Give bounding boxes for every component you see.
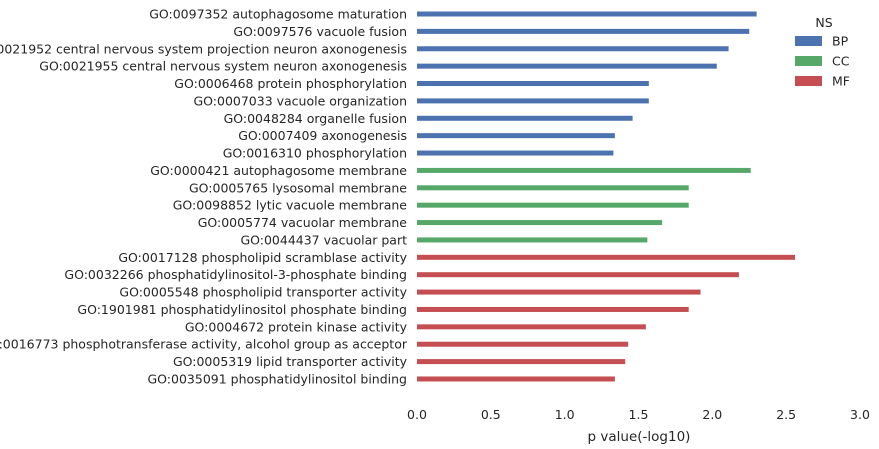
x-tick-label: 3.0 [850,407,870,422]
bar-cc [417,220,663,226]
y-tick-label: GO:0005548 phospholipid transporter acti… [119,285,407,300]
legend-swatch-bp [795,36,822,46]
bars-group [417,11,796,382]
y-tick-label: GO:0021952 central nervous system projec… [0,41,407,56]
y-tick-label: GO:0007033 vacuole organization [193,93,407,108]
y-tick-label: GO:0048284 organelle fusion [224,111,407,126]
bar-mf [417,306,689,312]
bar-bp [417,28,750,34]
bar-cc [417,185,689,191]
y-tick-label: GO:0021955 central nervous system neuron… [39,59,407,74]
legend-label-bp: BP [832,34,849,49]
bar-bp [417,63,717,69]
legend-title: NS [815,15,832,30]
bar-mf [417,341,629,347]
bar-bp [417,98,649,104]
legend-swatch-mf [795,76,822,86]
legend-label-cc: CC [832,54,850,69]
bar-bp [417,150,614,156]
y-tick-label: GO:0005765 lysosomal membrane [189,180,407,195]
bar-cc [417,167,751,173]
bar-cc [417,202,689,208]
bar-bp [417,115,633,121]
x-tick-label: 2.5 [776,407,796,422]
bar-mf [417,289,701,295]
y-tick-label: GO:0005774 vacuolar membrane [198,215,408,230]
x-ticks-group: 0.0 0.5 1.0 1.5 2.0 2.5 3.0 [407,407,870,422]
y-tick-label: GO:0098852 lytic vacuole membrane [173,198,408,213]
y-tick-label: GO:0016310 phosphorylation [223,146,407,161]
y-labels-group: GO:0097352 autophagosome maturation GO:00… [0,7,408,387]
y-tick-label: GO:0016773 phosphotransferase activity, … [0,337,408,352]
y-tick-label: GO:0097352 autophagosome maturation [149,7,407,22]
x-tick-label: 0.0 [407,407,427,422]
y-tick-label: GO:0017128 phospholipid scramblase activ… [118,250,407,265]
bar-cc [417,237,648,243]
x-axis-title: p value(-log10) [588,429,691,445]
bar-bp [417,11,757,17]
bar-mf [417,272,739,278]
legend-label-mf: MF [832,74,850,89]
bar-bp [417,81,649,87]
y-tick-label: GO:0097576 vacuole fusion [233,24,407,39]
legend-swatch-cc [795,56,822,66]
y-tick-label: GO:1901981 phosphatidylinositol phosphat… [77,302,407,317]
legend: NS BP CC MF [795,15,850,89]
y-tick-label: GO:0005319 lipid transporter activity [173,354,408,369]
y-tick-label: GO:0032266 phosphatidylinositol-3-phosph… [64,267,407,282]
x-tick-label: 1.0 [555,407,575,422]
y-tick-label: GO:0006468 protein phosphorylation [174,76,407,91]
bar-mf [417,254,796,260]
y-tick-label: GO:0007409 axonogenesis [238,128,407,143]
x-tick-label: 1.5 [629,407,649,422]
x-tick-label: 2.0 [702,407,722,422]
y-tick-label: GO:0004672 protein kinase activity [185,319,408,334]
y-tick-label: GO:0035091 phosphatidylinositol binding [148,371,408,386]
bar-mf [417,359,626,365]
bar-mf [417,376,615,382]
bar-bp [417,46,729,52]
x-tick-label: 0.5 [481,407,501,422]
y-tick-label: GO:0000421 autophagosome membrane [150,163,407,178]
y-tick-label: GO:0044437 vacuolar part [240,232,407,247]
bar-mf [417,324,646,330]
bar-bp [417,133,615,139]
